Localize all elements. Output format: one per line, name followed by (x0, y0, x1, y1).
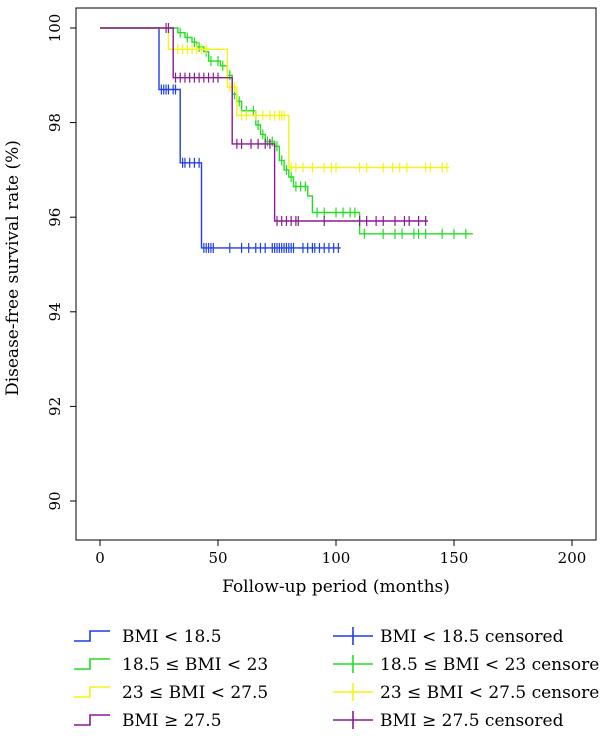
legend-censor-label: 23 ≤ BMI < 27.5 censored (380, 683, 600, 703)
y-tick-label: 100 (46, 14, 64, 43)
legend-label: BMI ≥ 27.5 (122, 711, 222, 731)
legend-censor-label: 18.5 ≤ BMI < 23 censored (380, 655, 600, 675)
x-tick-label: 100 (322, 549, 351, 567)
y-tick-label: 90 (46, 491, 64, 510)
x-axis: 0 50 100 150 200 (95, 540, 586, 567)
legend-label: 23 ≤ BMI < 27.5 (122, 683, 268, 703)
y-tick-label: 92 (46, 397, 64, 416)
legend-label: BMI < 18.5 (122, 627, 222, 647)
x-tick-label: 0 (95, 549, 105, 567)
legend-censor-label: BMI < 18.5 censored (380, 627, 564, 647)
x-axis-label: Follow-up period (months) (222, 577, 450, 597)
y-axis-label: Disease-free survival rate (%) (3, 140, 23, 396)
y-tick-label: 96 (46, 208, 64, 227)
survival-curve (100, 27, 428, 222)
legend-label: 18.5 ≤ BMI < 23 (122, 655, 268, 675)
legend: BMI < 18.5 BMI < 18.5 censored 18.5 ≤ BMI … (74, 627, 600, 731)
x-tick-label: 150 (440, 549, 469, 567)
survival-curve (100, 27, 341, 249)
plot-frame (75, 7, 597, 541)
legend-step-icon (74, 686, 110, 698)
survival-curve (100, 27, 473, 235)
series-1 (100, 27, 341, 253)
y-tick-label: 98 (46, 113, 64, 132)
legend-step-icon (74, 658, 110, 670)
curves-group (100, 23, 473, 253)
legend-censor-label: BMI ≥ 27.5 censored (380, 711, 564, 731)
legend-step-icon (74, 630, 110, 642)
series-4 (100, 23, 428, 226)
x-tick-label: 50 (208, 549, 227, 567)
x-tick-label: 200 (558, 549, 587, 567)
series-2 (100, 27, 473, 239)
y-axis: 90 92 94 96 98 100 (46, 14, 76, 511)
y-tick-label: 94 (46, 302, 64, 321)
legend-step-icon (74, 714, 110, 726)
